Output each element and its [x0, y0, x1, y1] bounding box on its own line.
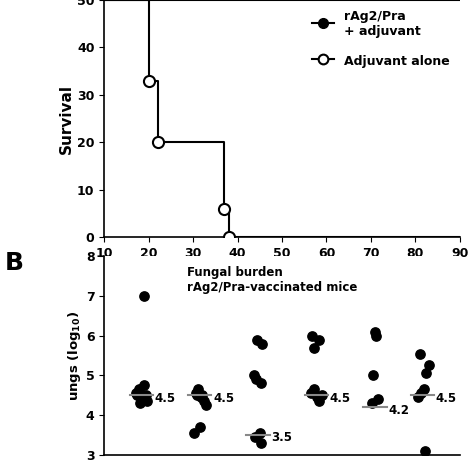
Point: [192, 390, 200, 397]
Point: [251, 433, 259, 441]
Point: [420, 385, 428, 393]
Point: [259, 340, 266, 347]
Point: [191, 429, 198, 437]
Point: [422, 370, 430, 377]
Point: [257, 439, 265, 447]
Point: [373, 332, 380, 339]
Point: [310, 385, 318, 393]
Point: [310, 344, 318, 351]
Point: [370, 372, 377, 379]
Point: [136, 400, 144, 407]
Point: [315, 336, 323, 343]
Legend: rAg2/Pra
+ adjuvant, Adjuvant alone: rAg2/Pra + adjuvant, Adjuvant alone: [308, 6, 454, 72]
Point: [252, 375, 259, 383]
Text: 4.5: 4.5: [330, 392, 351, 405]
X-axis label: Days postchallenge: Days postchallenge: [199, 265, 365, 280]
Point: [197, 393, 205, 401]
Text: 4.5: 4.5: [155, 392, 176, 405]
Point: [253, 336, 260, 343]
Point: [200, 398, 207, 405]
Point: [135, 385, 143, 393]
Text: 4.5: 4.5: [213, 392, 234, 405]
Point: [315, 398, 323, 405]
Point: [133, 392, 141, 399]
Text: 3.5: 3.5: [272, 431, 292, 445]
Point: [202, 401, 210, 409]
Point: [250, 372, 258, 379]
Point: [140, 292, 148, 300]
Point: [371, 328, 379, 336]
Point: [313, 393, 320, 401]
Text: B: B: [5, 251, 24, 275]
Point: [421, 447, 429, 455]
Y-axis label: Survival: Survival: [59, 83, 74, 154]
Point: [417, 390, 425, 397]
Point: [256, 429, 264, 437]
Point: [199, 392, 206, 399]
Point: [308, 390, 315, 397]
Point: [143, 398, 151, 405]
Point: [257, 380, 264, 387]
Text: 4.2: 4.2: [388, 403, 409, 417]
Point: [415, 393, 422, 401]
Point: [374, 395, 381, 403]
Point: [140, 382, 148, 389]
Text: 4.5: 4.5: [436, 392, 457, 405]
Point: [193, 392, 201, 399]
Point: [416, 350, 424, 357]
Point: [425, 362, 433, 369]
Point: [196, 423, 203, 431]
Point: [132, 390, 140, 397]
Point: [139, 395, 147, 403]
Point: [137, 393, 145, 401]
Point: [194, 385, 202, 393]
Text: Fungal burden
rAg2/Pra-vaccinated mice: Fungal burden rAg2/Pra-vaccinated mice: [187, 266, 357, 294]
Point: [368, 400, 376, 407]
Point: [142, 392, 149, 399]
Y-axis label: $\mathbf{ungs\ (log_{10})}$: $\mathbf{ungs\ (log_{10})}$: [66, 310, 83, 401]
Point: [318, 392, 326, 399]
Point: [309, 332, 316, 339]
